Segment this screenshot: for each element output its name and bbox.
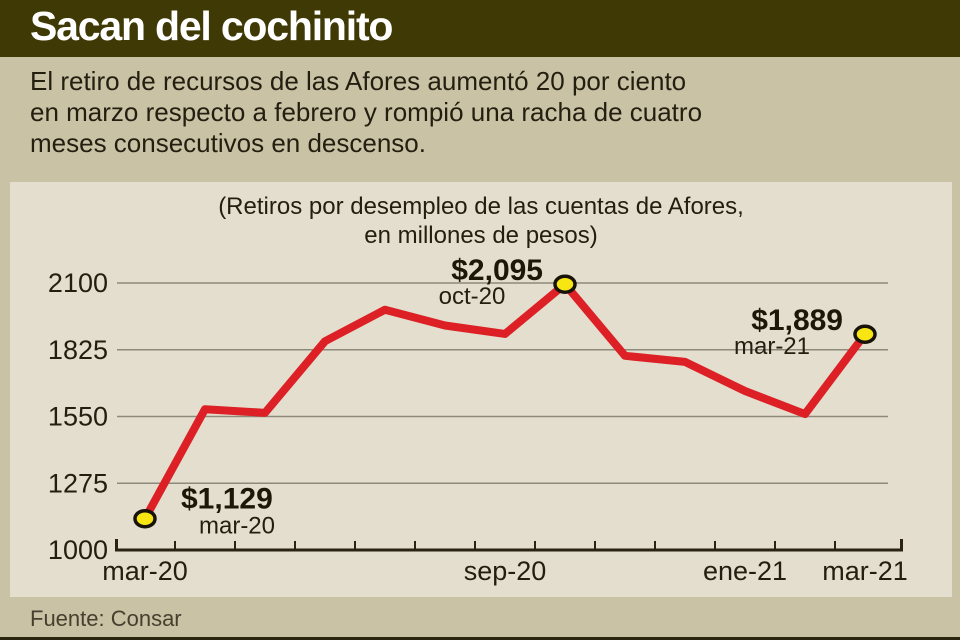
- annotation-date: oct-20: [439, 283, 506, 310]
- annotation-value: $1,889: [751, 304, 843, 337]
- header-band: Sacan del cochinito: [0, 0, 960, 57]
- footer-band: Fuente: Consar: [0, 597, 960, 640]
- chart-subtitle: (Retiros por desempleo de las cuentas de…: [10, 192, 952, 250]
- x-axis-label: sep-20: [464, 556, 547, 586]
- intro-line-2: en marzo respecto a febrero y rompió una…: [30, 97, 703, 127]
- chart-panel: (Retiros por desempleo de las cuentas de…: [10, 182, 952, 597]
- bottom-border: [0, 637, 960, 640]
- x-axis-label: mar-20: [102, 556, 188, 586]
- y-axis-label: 1275: [48, 468, 108, 498]
- intro-line-1: El retiro de recursos de las Afores aume…: [30, 66, 687, 96]
- page-title: Sacan del cochinito: [30, 3, 393, 49]
- annotation-date: mar-21: [734, 333, 810, 360]
- y-axis-label: 1000: [48, 535, 108, 565]
- x-axis-label: ene-21: [703, 556, 787, 586]
- y-axis-label: 1550: [48, 402, 108, 432]
- intro-line-3: meses consecutivos en descenso.: [30, 128, 426, 158]
- x-axis-label: mar-21: [822, 556, 908, 586]
- data-point-marker: [133, 508, 157, 529]
- chart-svg: 1000 1275 1550 1825 2100 mar-20 sep-20 ene-21 ma…: [48, 254, 908, 586]
- chart-subtitle-line-1: (Retiros por desempleo de las cuentas de…: [218, 193, 744, 220]
- annotation-value: $1,129: [181, 483, 273, 516]
- intro-paragraph: El retiro de recursos de las Afores aume…: [30, 66, 930, 159]
- y-axis-label: 2100: [48, 268, 108, 298]
- annotation-value: $2,095: [451, 254, 543, 287]
- data-point-marker: [553, 274, 577, 294]
- chart-subtitle-line-2: en millones de pesos): [364, 222, 598, 249]
- series-line: [141, 280, 869, 523]
- annotation-date: mar-20: [199, 513, 275, 540]
- source-credit: Fuente: Consar: [30, 606, 182, 631]
- y-axis-label: 1825: [48, 335, 108, 365]
- data-point-marker: [853, 324, 877, 344]
